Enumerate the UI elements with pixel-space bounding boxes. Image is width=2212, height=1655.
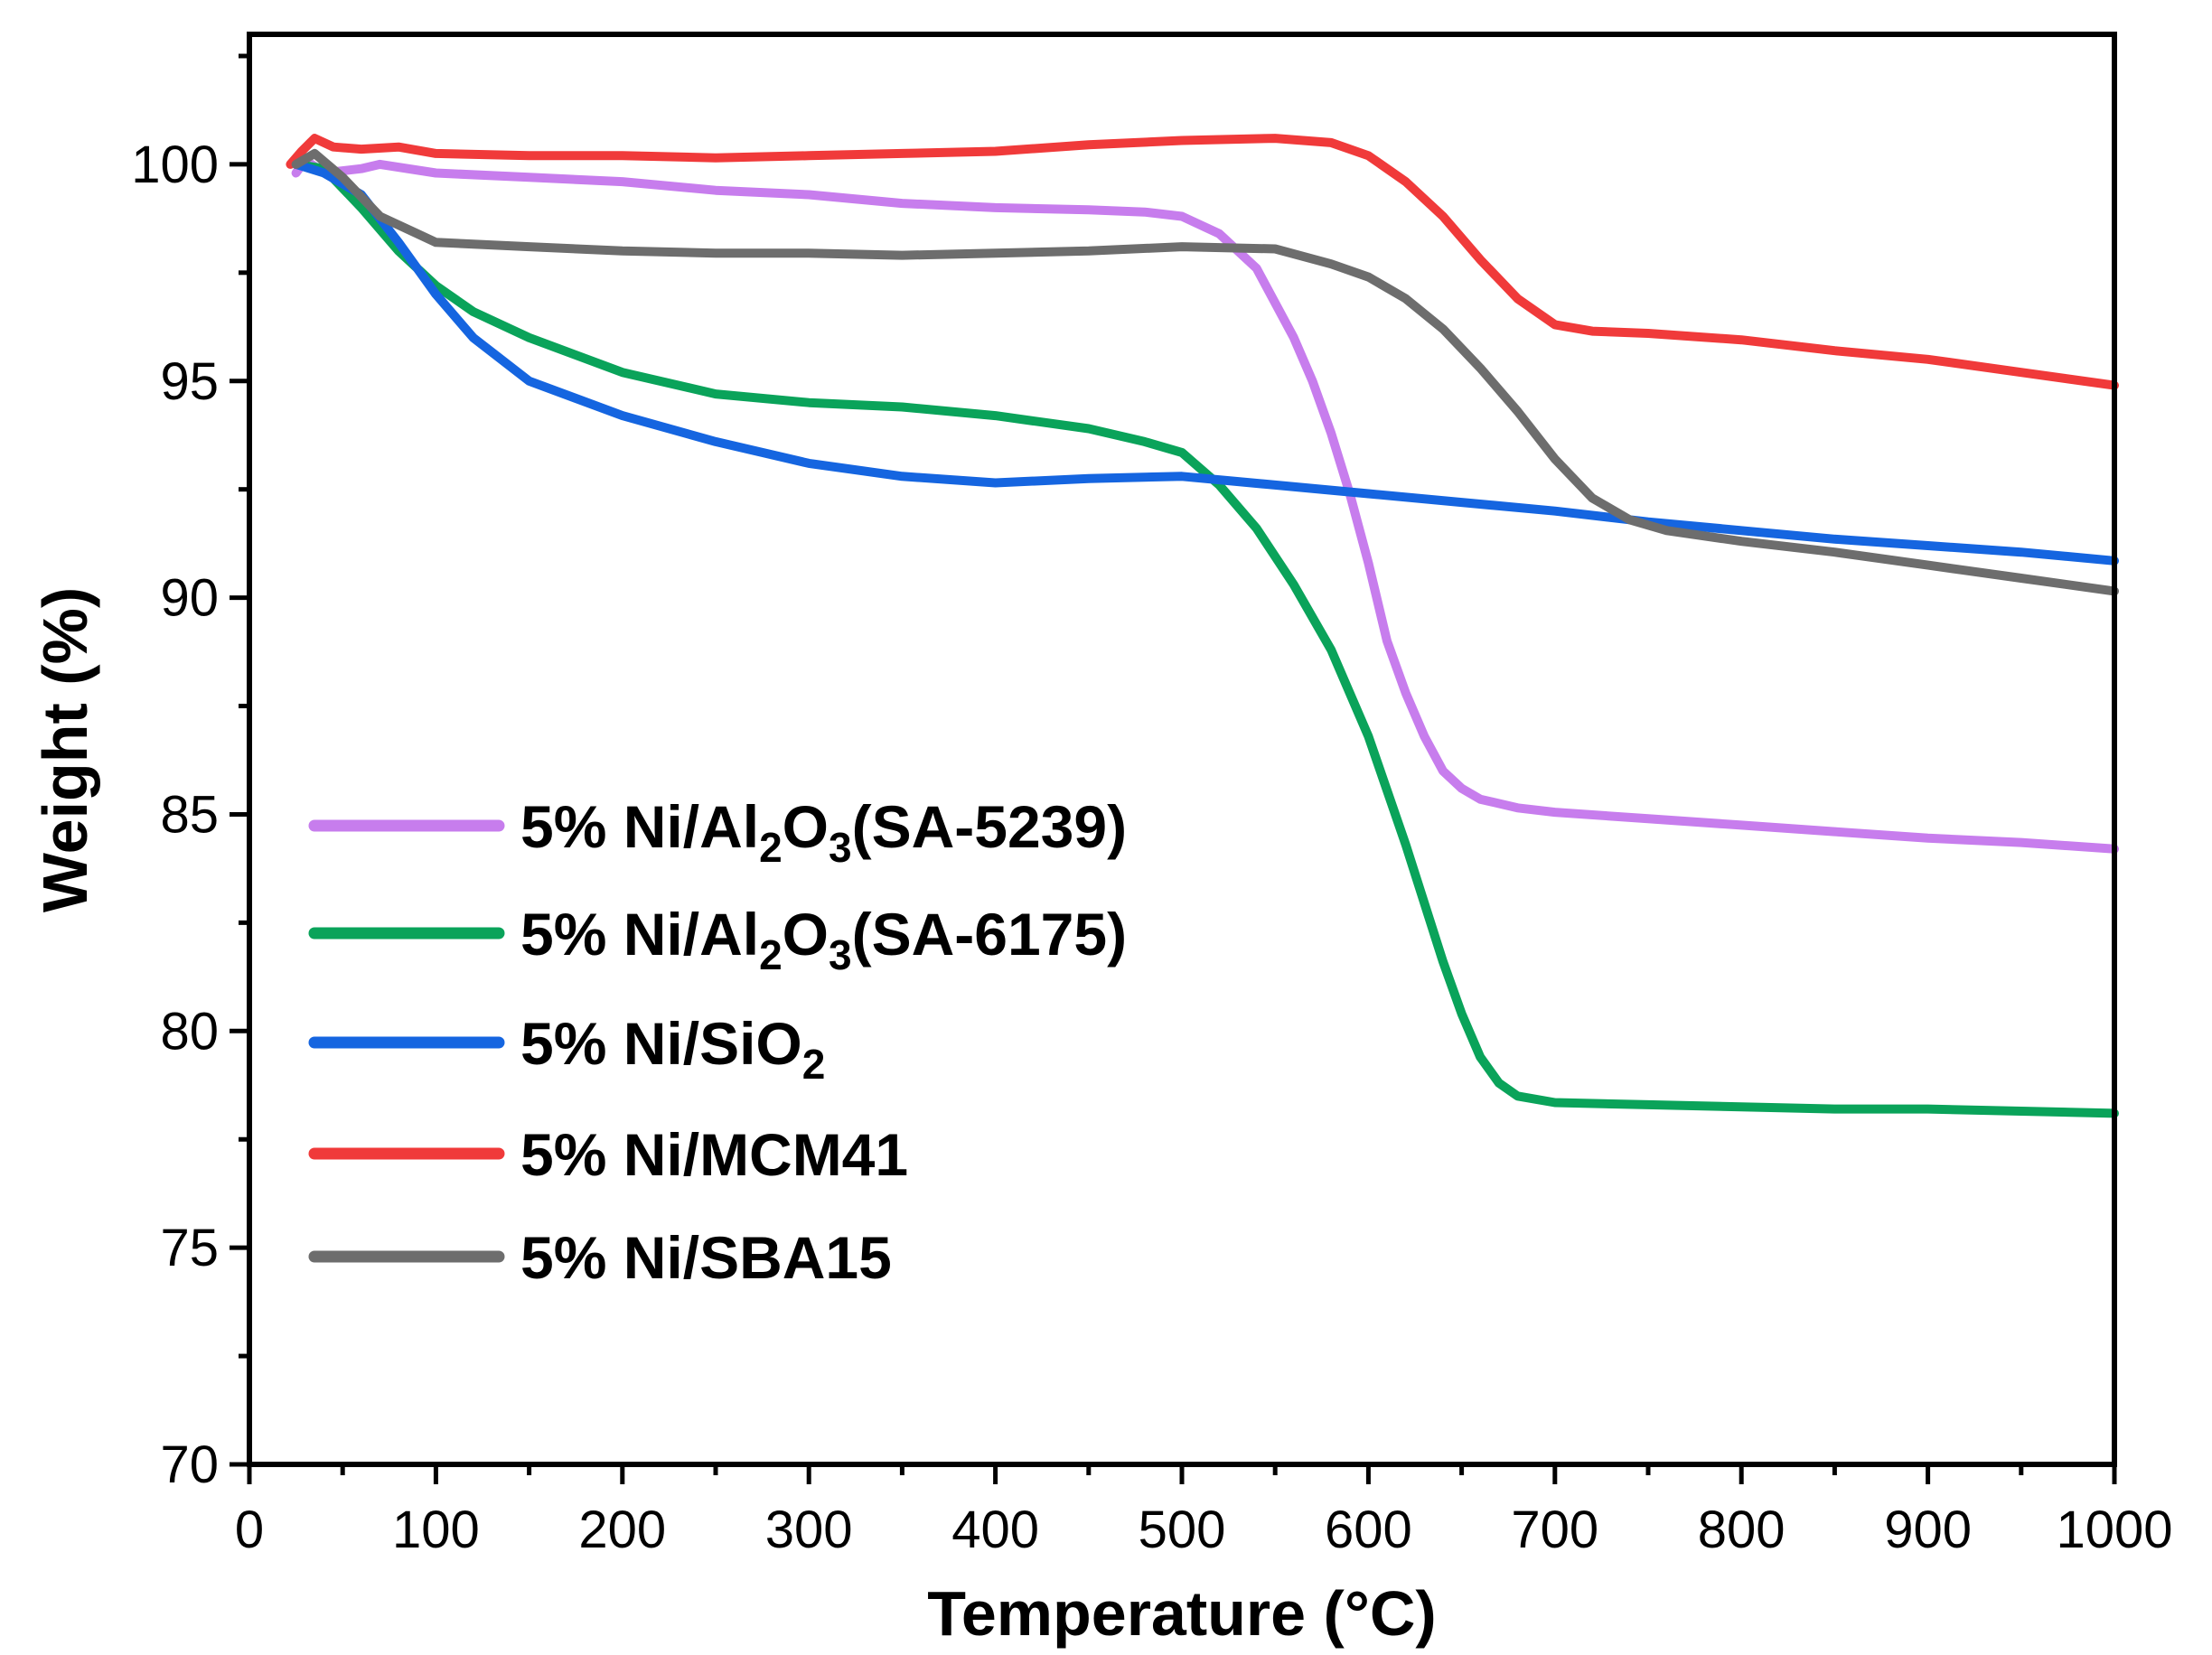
y-axis-title: Weight (%) bbox=[30, 587, 100, 912]
legend-label: 5% Ni/SiO2 bbox=[520, 1010, 825, 1088]
series-line-1 bbox=[291, 155, 2119, 854]
legend-label-part: (SA-5239) bbox=[852, 793, 1127, 860]
y-tick-label: 70 bbox=[160, 1435, 219, 1494]
x-tick-label: 300 bbox=[765, 1501, 853, 1559]
plot-frame bbox=[247, 32, 2117, 1467]
legend-item-5: 5% Ni/SBA15 bbox=[308, 1224, 892, 1291]
x-tick-label: 0 bbox=[235, 1501, 264, 1559]
x-tick-label: 500 bbox=[1139, 1501, 1226, 1559]
legend-label-subscript: 3 bbox=[829, 931, 852, 978]
data-series bbox=[286, 134, 2119, 1118]
legend-label-part: 5% Ni/MCM41 bbox=[520, 1121, 908, 1188]
y-tick-label: 95 bbox=[160, 352, 219, 411]
legend-label-part: O bbox=[783, 901, 829, 968]
series-line-3 bbox=[291, 159, 2119, 566]
x-tick-label: 1000 bbox=[2056, 1501, 2172, 1559]
legend: 5% Ni/Al2O3(SA-5239)5% Ni/Al2O3(SA-6175)… bbox=[308, 793, 1127, 1291]
legend-item-3: 5% Ni/SiO2 bbox=[308, 1010, 825, 1088]
tick-labels: 0 100 200 300 400 500 600 700 800 900 1000 70 75 80 85… bbox=[131, 136, 2172, 1559]
legend-label: 5% Ni/MCM41 bbox=[520, 1121, 908, 1188]
y-tick-label: 80 bbox=[160, 1002, 219, 1061]
legend-label-subscript: 3 bbox=[829, 824, 852, 871]
legend-item-2: 5% Ni/Al2O3(SA-6175) bbox=[308, 901, 1127, 978]
x-tick-label: 700 bbox=[1511, 1501, 1598, 1559]
legend-label-subscript: 2 bbox=[802, 1041, 826, 1088]
legend-label-subscript: 2 bbox=[759, 824, 783, 871]
axis-ticks bbox=[230, 53, 2117, 1484]
legend-item-1: 5% Ni/Al2O3(SA-5239) bbox=[308, 793, 1127, 871]
x-tick-label: 900 bbox=[1884, 1501, 1972, 1559]
y-tick-label: 100 bbox=[131, 136, 219, 194]
legend-label: 5% Ni/SBA15 bbox=[520, 1224, 892, 1291]
legend-label: 5% Ni/Al2O3(SA-5239) bbox=[520, 793, 1127, 871]
legend-label-part: 5% Ni/Al bbox=[520, 793, 759, 860]
series-line-5 bbox=[291, 148, 2119, 596]
legend-label-part: 5% Ni/SBA15 bbox=[520, 1224, 892, 1291]
x-tick-label: 200 bbox=[578, 1501, 666, 1559]
legend-label-part: 5% Ni/SiO bbox=[520, 1010, 802, 1077]
y-tick-label: 90 bbox=[160, 569, 219, 628]
x-tick-label: 800 bbox=[1698, 1501, 1786, 1559]
series-line-4 bbox=[286, 134, 2119, 390]
legend-label-part: 5% Ni/Al bbox=[520, 901, 759, 968]
legend-label-part: O bbox=[783, 793, 829, 860]
series-line-2 bbox=[291, 159, 2119, 1118]
x-axis-title: Temperature (°C) bbox=[927, 1578, 1436, 1649]
legend-item-4: 5% Ni/MCM41 bbox=[308, 1121, 908, 1188]
legend-label-part: (SA-6175) bbox=[852, 901, 1127, 968]
x-tick-label: 100 bbox=[392, 1501, 480, 1559]
y-tick-label: 85 bbox=[160, 785, 219, 844]
x-tick-label: 600 bbox=[1325, 1501, 1412, 1559]
x-tick-label: 400 bbox=[951, 1501, 1039, 1559]
legend-label: 5% Ni/Al2O3(SA-6175) bbox=[520, 901, 1127, 978]
y-tick-label: 75 bbox=[160, 1219, 219, 1277]
legend-label-subscript: 2 bbox=[759, 931, 783, 978]
